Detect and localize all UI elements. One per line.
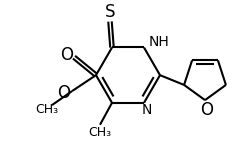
Text: CH₃: CH₃ (88, 126, 111, 139)
Text: O: O (60, 46, 73, 64)
Text: O: O (57, 84, 70, 102)
Text: O: O (200, 101, 213, 119)
Text: S: S (104, 3, 115, 21)
Text: NH: NH (148, 34, 169, 48)
Text: CH₃: CH₃ (35, 103, 58, 116)
Text: N: N (141, 103, 152, 117)
